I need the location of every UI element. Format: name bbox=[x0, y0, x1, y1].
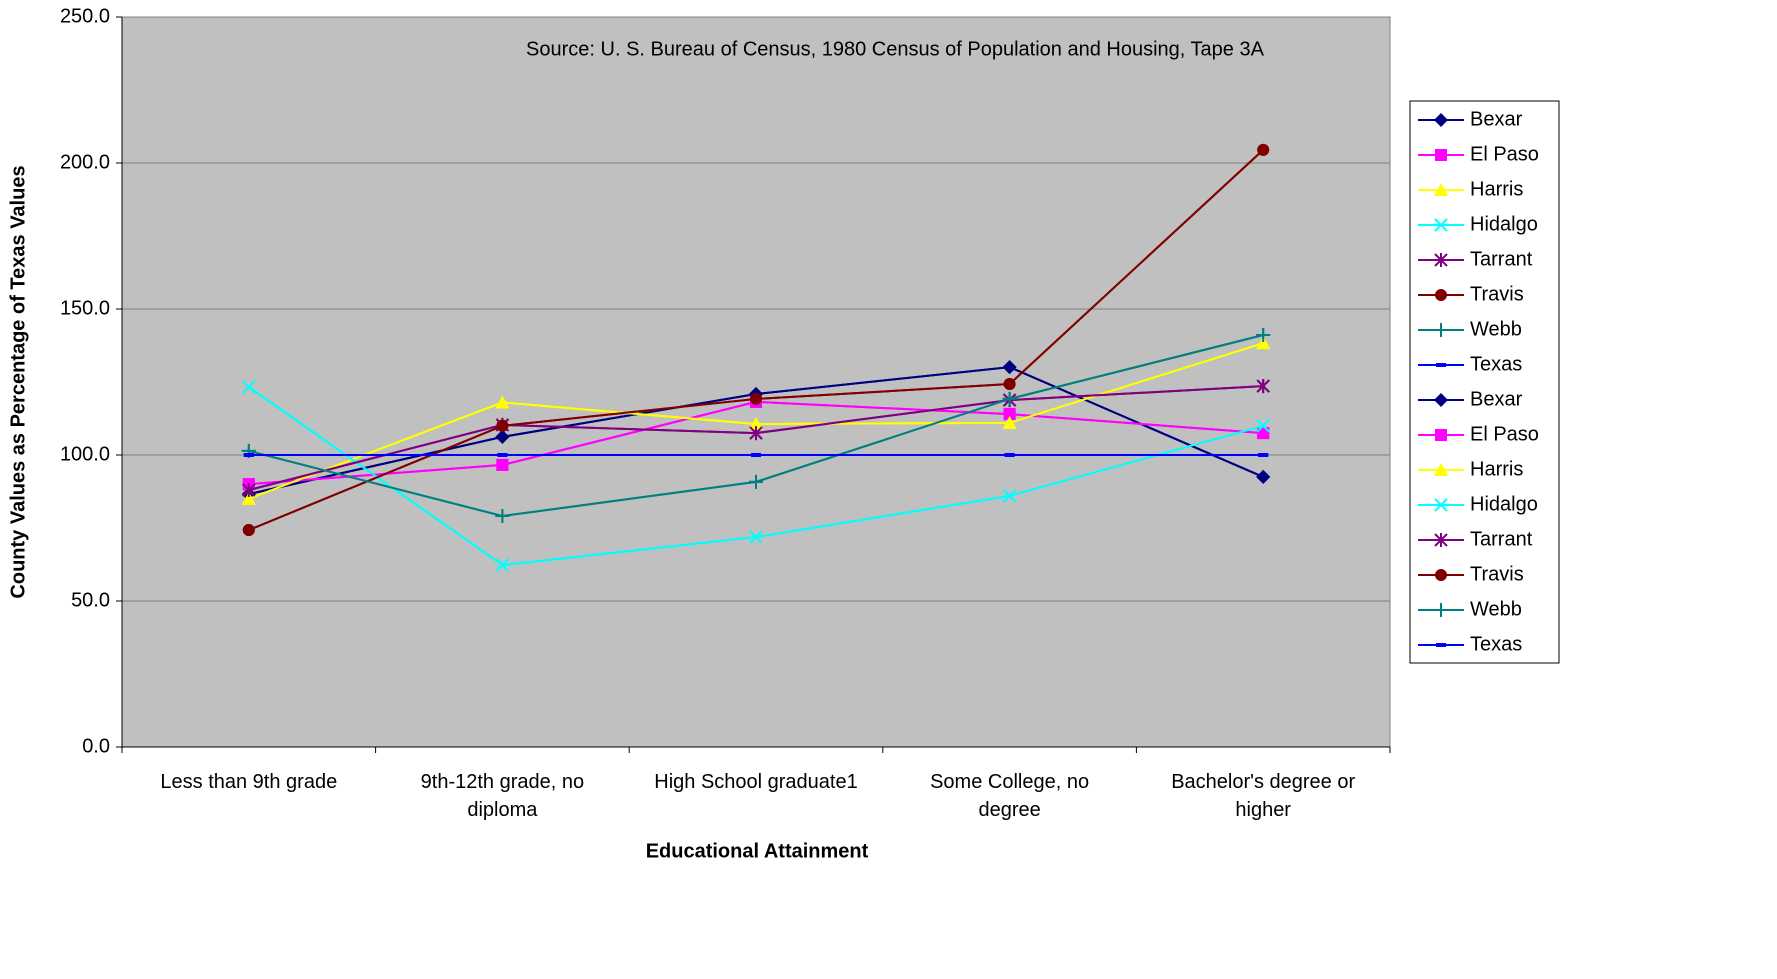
x-tick-label: Some College, no degree bbox=[930, 771, 1090, 821]
marker bbox=[1256, 469, 1271, 484]
legend-label: Bexar bbox=[1470, 108, 1523, 130]
y-tick-label: 50.0 bbox=[71, 589, 110, 611]
legend-label: Travis bbox=[1470, 563, 1524, 585]
marker bbox=[1256, 419, 1270, 433]
y-tick-label: 0.0 bbox=[82, 735, 110, 757]
y-tick-label: 200.0 bbox=[60, 151, 110, 173]
legend-marker bbox=[1434, 533, 1448, 547]
series bbox=[241, 327, 1271, 524]
x-tick-label: Bachelor's degree or higher bbox=[1171, 771, 1356, 821]
legend-marker bbox=[1434, 498, 1448, 512]
marker bbox=[1002, 489, 1017, 503]
series bbox=[242, 380, 1270, 572]
marker bbox=[495, 558, 510, 572]
x-tick-label: Less than 9th grade bbox=[160, 771, 338, 793]
plot-area bbox=[121, 16, 1391, 748]
marker bbox=[1003, 408, 1016, 421]
marker bbox=[1003, 378, 1016, 391]
marker bbox=[496, 419, 509, 432]
marker bbox=[1002, 391, 1017, 406]
marker bbox=[495, 509, 510, 524]
marker bbox=[1257, 143, 1270, 156]
legend-marker bbox=[1435, 149, 1447, 161]
marker bbox=[1256, 379, 1270, 394]
x-tick-label: 9th-12th grade, no diploma bbox=[420, 771, 585, 821]
legend-marker bbox=[1435, 429, 1447, 441]
legend-label: Travis bbox=[1470, 283, 1524, 305]
legend-label: Harris bbox=[1470, 458, 1523, 480]
legend-label: Texas bbox=[1470, 633, 1522, 655]
legend-label: El Paso bbox=[1470, 143, 1539, 165]
y-tick-label: 100.0 bbox=[60, 443, 110, 465]
legend-label: Texas bbox=[1470, 353, 1522, 375]
y-tick-label: 150.0 bbox=[60, 297, 110, 319]
legend-marker bbox=[1434, 323, 1448, 337]
y-tick-label: 250.0 bbox=[60, 5, 110, 27]
legend-label: Bexar bbox=[1470, 388, 1523, 410]
legend-marker bbox=[1434, 183, 1448, 196]
marker bbox=[242, 380, 256, 394]
legend-marker bbox=[1434, 218, 1448, 232]
legend-label: Tarrant bbox=[1470, 528, 1533, 550]
marker bbox=[495, 429, 510, 444]
legend-marker bbox=[1435, 289, 1447, 301]
legend-marker bbox=[1434, 393, 1448, 407]
marker bbox=[242, 483, 256, 498]
marker bbox=[750, 392, 762, 405]
legend-label: Harris bbox=[1470, 178, 1523, 200]
legend-label: Tarrant bbox=[1470, 248, 1533, 270]
marker bbox=[1256, 336, 1271, 350]
marker bbox=[1002, 360, 1017, 375]
marker bbox=[496, 458, 509, 471]
legend-marker bbox=[1434, 113, 1448, 127]
legend-marker bbox=[1434, 463, 1448, 476]
legend-marker bbox=[1434, 253, 1448, 267]
marker bbox=[749, 426, 763, 441]
marker bbox=[242, 524, 255, 537]
marker bbox=[241, 491, 256, 505]
annotation: Source: U. S. Bureau of Census, 1980 Cen… bbox=[526, 38, 1265, 60]
marker bbox=[749, 474, 763, 489]
y-axis-title: County Values as Percentage of Texas Val… bbox=[7, 165, 29, 598]
marker bbox=[1002, 415, 1017, 429]
legend-label: Webb bbox=[1470, 598, 1522, 620]
legend-marker bbox=[1435, 569, 1447, 581]
x-axis-title: Educational Attainment bbox=[646, 840, 869, 862]
legend-marker bbox=[1434, 603, 1448, 617]
legend-label: El Paso bbox=[1470, 423, 1539, 445]
legend-label: Hidalgo bbox=[1470, 493, 1538, 515]
legend-label: Hidalgo bbox=[1470, 213, 1538, 235]
marker bbox=[1256, 327, 1271, 342]
marker bbox=[749, 530, 763, 544]
series bbox=[242, 143, 1270, 537]
x-tick-label: High School graduate1 bbox=[654, 771, 858, 793]
marker bbox=[749, 417, 763, 431]
marker bbox=[495, 395, 510, 409]
legend-label: Webb bbox=[1470, 318, 1522, 340]
